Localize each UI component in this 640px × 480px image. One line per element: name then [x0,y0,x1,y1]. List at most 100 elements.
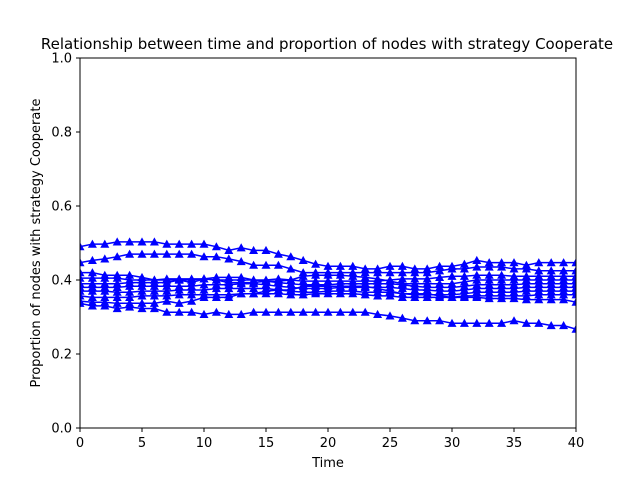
data-point [224,292,234,301]
data-point [149,303,159,313]
data-point [546,266,556,275]
data-point [137,286,147,295]
x-axis-label: Time [311,456,344,471]
data-point [360,307,370,316]
data-point [100,239,110,248]
data-point [149,291,159,300]
data-point [112,282,122,291]
data-point [335,261,345,270]
data-point [509,316,519,325]
data-point [199,239,209,248]
data-point [162,291,172,300]
data-point [397,284,407,293]
data-point [323,270,333,279]
data-point [249,289,259,298]
data-point [447,318,457,327]
y-tick-label: 0.6 [51,200,72,215]
data-point [236,272,246,282]
data-point [435,261,445,270]
data-point [249,307,259,316]
data-point [112,273,122,282]
data-point [447,264,457,273]
data-point [385,291,395,300]
data-point [335,307,345,316]
data-point [311,307,321,316]
data-point [137,291,147,300]
data-point [187,249,197,258]
data-point [125,287,135,296]
x-tick-label: 35 [506,436,523,451]
data-point [80,273,85,282]
data-point [459,259,469,268]
data-point [373,268,383,277]
data-point [348,281,358,290]
data-point [273,249,283,258]
data-point [472,262,482,271]
data-point [484,270,494,279]
data-point [211,284,221,293]
x-tick-label: 0 [76,436,84,451]
data-point [249,245,259,254]
data-point [323,289,333,298]
data-point [360,268,370,277]
data-point [261,245,271,254]
data-point [286,307,296,316]
data-point [348,307,358,316]
data-point [546,258,556,267]
data-point [112,303,122,313]
data-point [435,272,445,282]
data-point [397,274,407,283]
data-point [422,274,432,283]
data-point [236,309,246,319]
data-point [410,274,420,283]
data-point [224,245,234,254]
data-point [509,294,519,303]
data-point [298,281,308,290]
data-point [410,289,420,298]
data-point [174,275,184,284]
data-point [298,255,308,264]
data-point [236,284,246,293]
data-point [80,286,85,295]
data-point [311,289,321,298]
data-point [459,277,469,286]
data-point [162,239,172,248]
data-point [311,270,321,279]
data-point [112,252,122,261]
data-point [559,321,569,330]
data-point [112,287,122,296]
x-axis: 0 5 10 15 20 25 30 35 40 [76,428,584,451]
data-point [137,249,147,258]
data-point [422,289,432,298]
data-point [261,286,271,295]
data-point [397,261,407,270]
data-point [149,237,159,246]
data-point [546,295,556,304]
data-point [224,254,234,263]
data-point [174,290,184,299]
data-point [385,268,395,277]
data-point [435,291,445,300]
data-point [149,281,159,290]
data-point [472,292,482,301]
data-point [521,295,531,304]
data-point [497,294,507,303]
data-point [459,264,469,273]
data-point [571,258,576,267]
data-point [211,272,221,282]
data-point [484,294,494,303]
data-point [298,307,308,316]
data-point [559,295,569,304]
x-tick-label: 5 [138,436,146,451]
y-tick-label: 0.0 [51,422,72,437]
data-point [435,316,445,325]
data-point [497,262,507,271]
data-point [534,290,544,299]
data-point [199,309,209,319]
data-point [80,242,85,251]
x-tick-label: 40 [568,436,585,451]
data-point [385,261,395,270]
data-point [497,258,507,267]
data-point [559,266,569,275]
